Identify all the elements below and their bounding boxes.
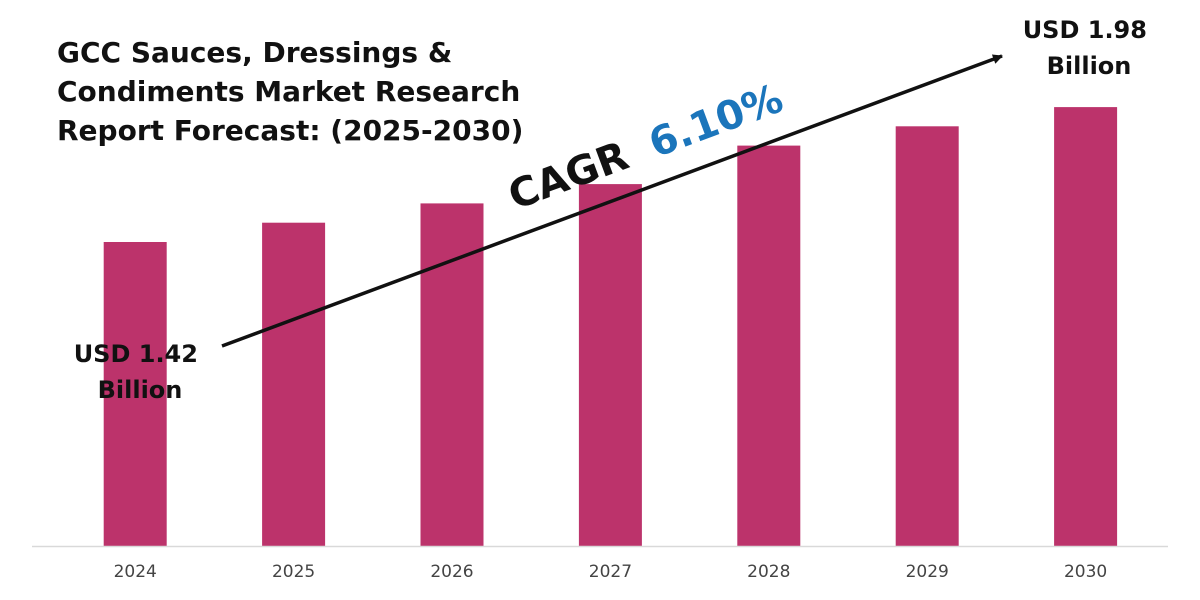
bar-2028 (737, 145, 801, 546)
x-tick-2024: 2024 (114, 562, 157, 582)
first-value-label: USD 1.42 Billion (74, 340, 207, 404)
x-tick-2026: 2026 (430, 562, 473, 582)
last-value-label-line-2: Billion (1047, 52, 1132, 80)
first-value-label-line-1: USD 1.42 (74, 340, 198, 368)
bar-group (103, 107, 1118, 547)
chart-title-line-1: GCC Sauces, Dressings & (57, 36, 452, 69)
bar-2030 (1054, 107, 1118, 546)
last-value-label-line-1: USD 1.98 (1023, 16, 1147, 44)
bar-2027 (578, 184, 642, 546)
first-value-label-line-2: Billion (98, 376, 183, 404)
x-tick-labels: 2024 2025 2026 2027 2028 2029 2030 (114, 562, 1108, 582)
chart-title-line-3: Report Forecast: (2025-2030) (57, 114, 523, 147)
x-tick-2029: 2029 (906, 562, 949, 582)
bar-2025 (262, 222, 326, 546)
bar-2029 (895, 126, 959, 547)
growth-arrow (221, 54, 1003, 348)
chart-title: GCC Sauces, Dressings & Condiments Marke… (57, 36, 530, 147)
bar-2026 (420, 203, 484, 546)
chart-title-line-2: Condiments Market Research (57, 75, 520, 108)
x-tick-2025: 2025 (272, 562, 315, 582)
x-tick-2028: 2028 (747, 562, 790, 582)
x-tick-2030: 2030 (1064, 562, 1107, 582)
bar-2024 (103, 242, 167, 546)
x-tick-2027: 2027 (589, 562, 632, 582)
last-value-label: USD 1.98 Billion (1023, 16, 1156, 80)
